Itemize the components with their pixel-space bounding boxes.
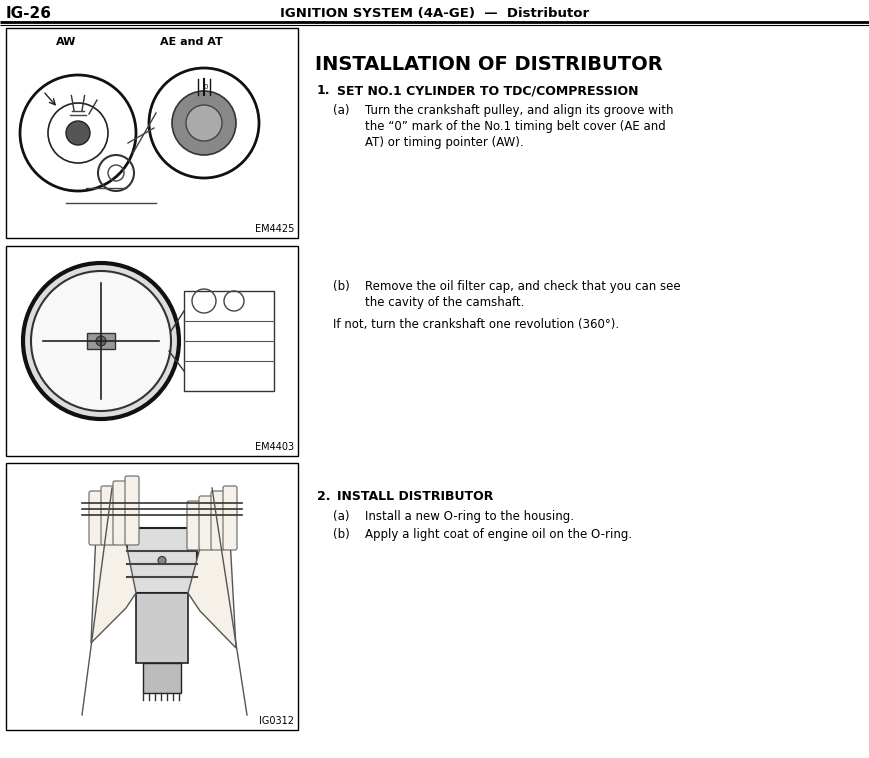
Circle shape: [172, 91, 235, 155]
Text: SET NO.1 CYLINDER TO TDC/COMPRESSION: SET NO.1 CYLINDER TO TDC/COMPRESSION: [336, 84, 638, 97]
Text: IG0312: IG0312: [259, 716, 294, 726]
Text: AW: AW: [56, 37, 76, 47]
Text: If not, turn the crankshaft one revolution (360°).: If not, turn the crankshaft one revoluti…: [333, 318, 619, 331]
Bar: [136, 593, 188, 663]
Text: (b): (b): [333, 528, 349, 541]
Text: AT) or timing pointer (AW).: AT) or timing pointer (AW).: [365, 136, 523, 149]
FancyBboxPatch shape: [101, 486, 115, 545]
FancyBboxPatch shape: [199, 496, 213, 550]
Text: 0: 0: [203, 84, 208, 90]
Circle shape: [96, 336, 106, 346]
Text: (a): (a): [333, 510, 349, 523]
Text: EM4403: EM4403: [255, 442, 294, 452]
FancyBboxPatch shape: [89, 491, 103, 545]
Bar: [183, 291, 274, 391]
Text: IGNITION SYSTEM (4A-GE)  —  Distributor: IGNITION SYSTEM (4A-GE) — Distributor: [280, 7, 589, 20]
Polygon shape: [188, 538, 235, 648]
Text: AE and AT: AE and AT: [159, 37, 222, 47]
Text: (b): (b): [333, 280, 349, 293]
Polygon shape: [91, 533, 136, 643]
Text: the “0” mark of the No.1 timing belt cover (AE and: the “0” mark of the No.1 timing belt cov…: [365, 120, 665, 133]
Text: Install a new O-ring to the housing.: Install a new O-ring to the housing.: [365, 510, 574, 523]
Text: Apply a light coat of engine oil on the O-ring.: Apply a light coat of engine oil on the …: [365, 528, 632, 541]
Text: Turn the crankshaft pulley, and align its groove with: Turn the crankshaft pulley, and align it…: [365, 104, 673, 117]
FancyBboxPatch shape: [187, 501, 201, 550]
Circle shape: [186, 105, 222, 141]
Bar: [6, 246, 298, 456]
FancyBboxPatch shape: [113, 481, 127, 545]
Text: INSTALL DISTRIBUTOR: INSTALL DISTRIBUTOR: [336, 490, 493, 503]
Bar: [6, 28, 298, 238]
FancyBboxPatch shape: [222, 486, 236, 550]
Bar: [87, 333, 115, 349]
Circle shape: [66, 121, 90, 145]
Text: EM4425: EM4425: [255, 224, 294, 234]
Text: INSTALLATION OF DISTRIBUTOR: INSTALLATION OF DISTRIBUTOR: [315, 55, 662, 74]
Text: 1.: 1.: [316, 84, 330, 97]
FancyBboxPatch shape: [211, 491, 225, 550]
FancyBboxPatch shape: [125, 476, 139, 545]
Text: Remove the oil filter cap, and check that you can see: Remove the oil filter cap, and check tha…: [365, 280, 680, 293]
Circle shape: [23, 263, 179, 419]
Text: IG-26: IG-26: [6, 5, 52, 20]
Text: (a): (a): [333, 104, 349, 117]
Text: the cavity of the camshaft.: the cavity of the camshaft.: [365, 296, 524, 309]
Circle shape: [31, 271, 171, 411]
Text: 2.: 2.: [316, 490, 330, 503]
Bar: [127, 528, 196, 593]
Bar: [143, 663, 181, 693]
Bar: [6, 463, 298, 730]
Circle shape: [158, 556, 166, 565]
